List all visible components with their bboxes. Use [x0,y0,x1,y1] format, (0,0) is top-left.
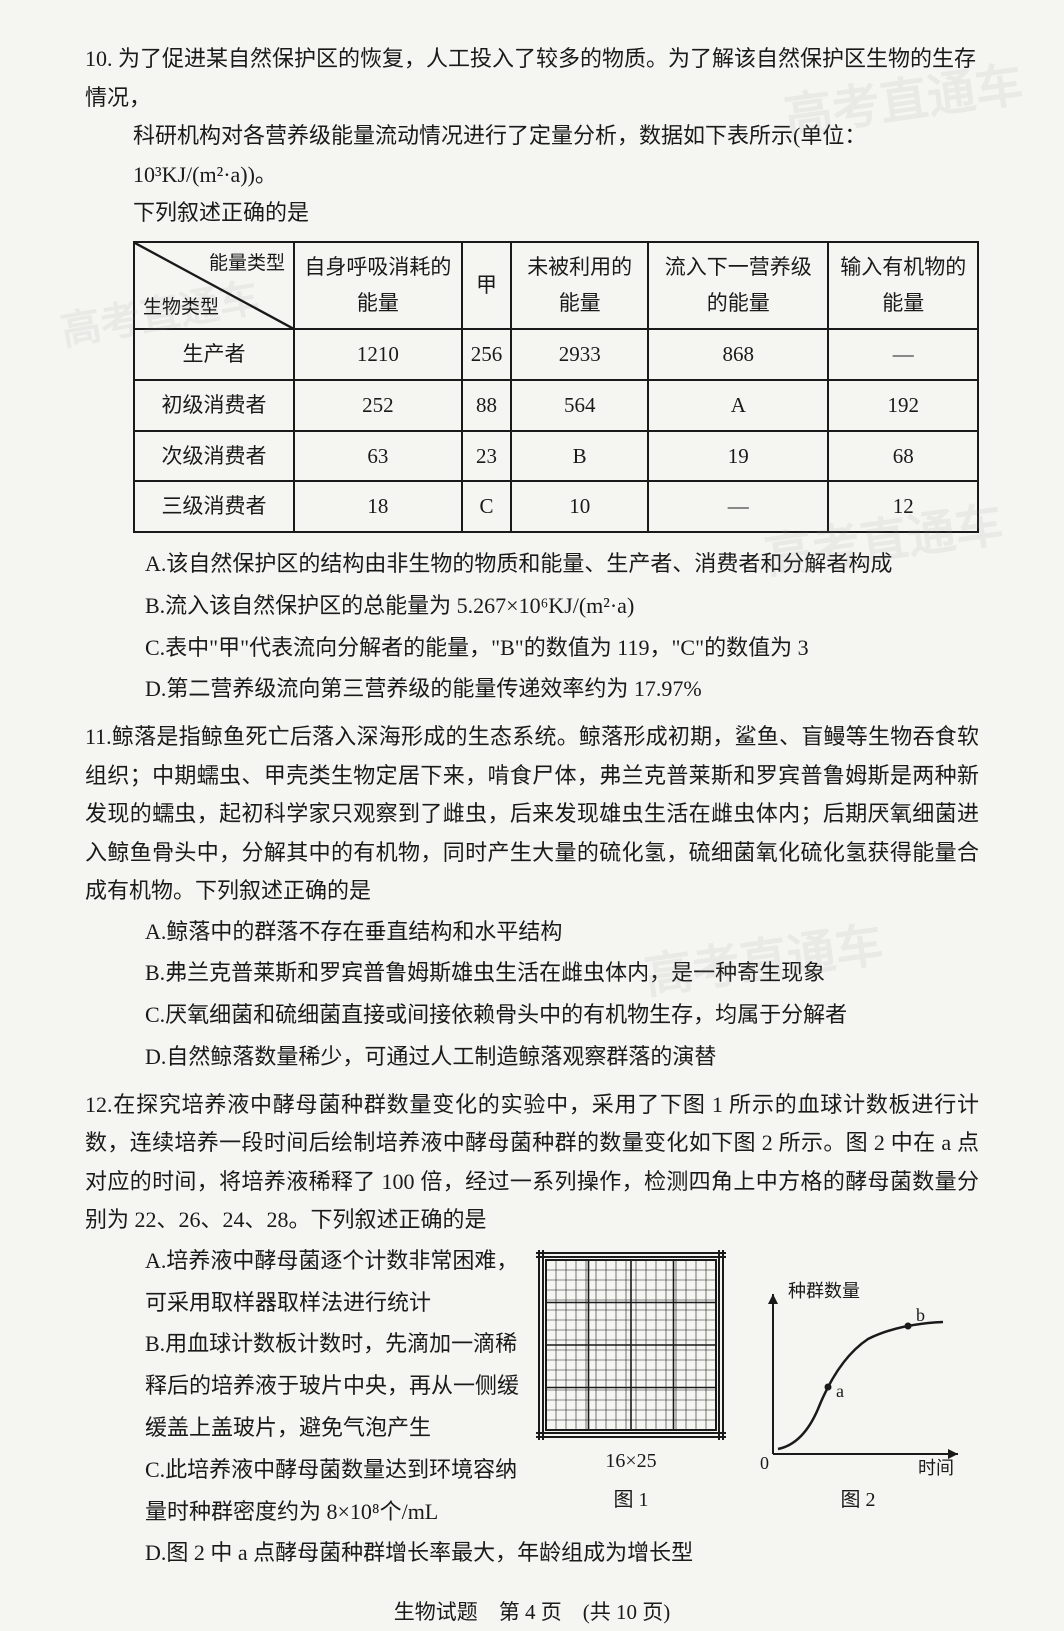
x-axis-label: 时间 [918,1458,954,1478]
counting-grid-icon [536,1250,726,1440]
table-cell: 868 [648,329,828,380]
q12-text: 在探究培养液中酵母菌种群数量变化的实验中，采用了下图 1 所示的血球计数板进行计… [85,1092,979,1233]
q10-option-b: B.流入该自然保护区的总能量为 5.267×10⁶KJ/(m²·a) [85,585,979,627]
table-cell: — [828,329,978,380]
q11-option-c: C.厌氧细菌和硫细菌直接或间接依赖骨头中的有机物生存，均属于分解者 [85,994,979,1036]
q10-text-line3: 下列叙述正确的是 [85,194,979,233]
point-a-label: a [836,1381,844,1401]
table-cell: 三级消费者 [134,481,294,532]
table-header: 流入下一营养级的能量 [648,242,828,330]
table-header: 未被利用的能量 [511,242,648,330]
q12-option-a: A.培养液中酵母菌逐个计数非常困难，可采用取样器取样法进行统计 [85,1240,525,1324]
q12-number: 12. [85,1092,113,1117]
diag-bottom-label: 生物类型 [143,291,219,324]
table-cell: 564 [511,380,648,431]
q11-option-a: A.鲸落中的群落不存在垂直结构和水平结构 [85,911,979,953]
table-cell: 256 [462,329,512,380]
fig1-caption: 图 1 [614,1483,649,1518]
table-cell: 初级消费者 [134,380,294,431]
q11-number: 11. [85,724,112,749]
table-cell: 19 [648,431,828,482]
table-cell: 68 [828,431,978,482]
q10-text-line1: 为了促进某自然保护区的恢复，人工投入了较多的物质。为了解该自然保护区生物的生存情… [85,46,976,110]
point-b-label: b [916,1305,925,1325]
table-cell: A [648,380,828,431]
table-cell: 生产者 [134,329,294,380]
table-header: 甲 [462,242,512,330]
figure-1: 16×25 图 1 [536,1250,726,1518]
q10-text-line2: 科研机构对各营养级能量流动情况进行了定量分析，数据如下表所示(单位：10³KJ/… [85,117,979,194]
table-cell: 12 [828,481,978,532]
question-11: 11.鲸落是指鲸鱼死亡后落入深海形成的生态系统。鲸落形成初期，鲨鱼、盲鳗等生物吞… [85,718,979,1078]
table-cell: C [462,481,512,532]
s-curve-chart-icon: a b 种群数量 时间 0 [748,1279,968,1479]
table-cell: 252 [294,380,462,431]
question-12: 12.在探究培养液中酵母菌种群数量变化的实验中，采用了下图 1 所示的血球计数板… [85,1086,979,1574]
q10-table: 能量类型 生物类型 自身呼吸消耗的能量 甲 未被利用的能量 流入下一营养级的能量… [133,241,979,534]
origin-label: 0 [760,1453,769,1473]
table-cell: — [648,481,828,532]
q11-text: 鲸落是指鲸鱼死亡后落入深海形成的生态系统。鲸落形成初期，鲨鱼、盲鳗等生物吞食软组… [85,724,979,903]
table-cell: 1210 [294,329,462,380]
table-diag-header: 能量类型 生物类型 [134,242,294,330]
q11-option-b: B.弗兰克普莱斯和罗宾普鲁姆斯雄虫生活在雌虫体内，是一种寄生现象 [85,952,979,994]
table-row: 次级消费者 63 23 B 19 68 [134,431,978,482]
fig1-label: 16×25 [605,1444,656,1479]
table-header: 输入有机物的能量 [828,242,978,330]
q11-option-d: D.自然鲸落数量稀少，可通过人工制造鲸落观察群落的演替 [85,1036,979,1078]
table-header: 自身呼吸消耗的能量 [294,242,462,330]
q10-option-d: D.第二营养级流向第三营养级的能量传递效率约为 17.97% [85,668,979,710]
table-cell: 23 [462,431,512,482]
table-cell: B [511,431,648,482]
table-cell: 2933 [511,329,648,380]
table-cell: 次级消费者 [134,431,294,482]
figure-2: a b 种群数量 时间 0 图 2 [748,1279,968,1518]
table-row: 初级消费者 252 88 564 A 192 [134,380,978,431]
table-row: 生产者 1210 256 2933 868 — [134,329,978,380]
diag-top-label: 能量类型 [209,247,285,280]
y-axis-label: 种群数量 [788,1281,860,1301]
table-cell: 10 [511,481,648,532]
table-cell: 88 [462,380,512,431]
question-10: 10. 为了促进某自然保护区的恢复，人工投入了较多的物质。为了解该自然保护区生物… [85,40,979,710]
page-footer: 生物试题 第 4 页 (共 10 页) [85,1594,979,1631]
q10-option-a: A.该自然保护区的结构由非生物的物质和能量、生产者、消费者和分解者构成 [85,543,979,585]
q12-option-d: D.图 2 中 a 点酵母菌种群增长率最大，年龄组成为增长型 [85,1532,979,1574]
q10-option-c: C.表中"甲"代表流向分解者的能量，"B"的数值为 119，"C"的数值为 3 [85,627,979,669]
table-cell: 63 [294,431,462,482]
table-cell: 192 [828,380,978,431]
table-cell: 18 [294,481,462,532]
q12-option-c: C.此培养液中酵母菌数量达到环境容纳量时种群密度约为 8×10⁸个/mL [85,1449,525,1533]
fig2-caption: 图 2 [841,1483,876,1518]
table-row: 三级消费者 18 C 10 — 12 [134,481,978,532]
q12-option-b: B.用血球计数板计数时，先滴加一滴稀释后的培养液于玻片中央，再从一侧缓缓盖上盖玻… [85,1323,525,1448]
q10-number: 10. [85,46,113,71]
